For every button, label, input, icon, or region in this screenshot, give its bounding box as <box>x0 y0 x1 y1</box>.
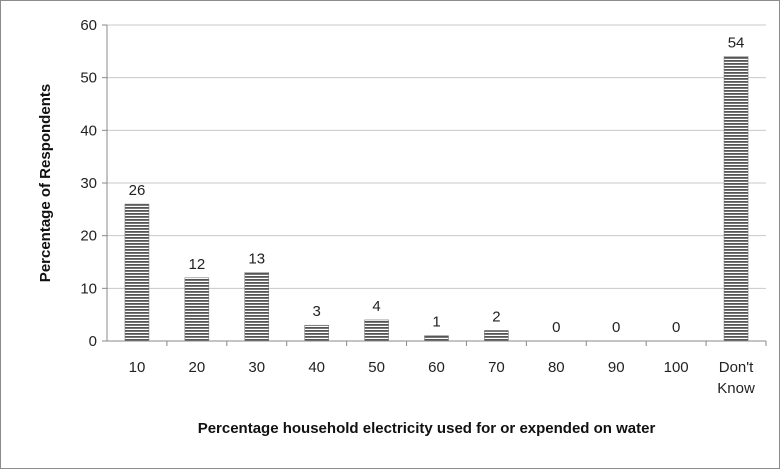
data-label: 2 <box>492 308 500 325</box>
y-tick-label: 20 <box>80 228 97 245</box>
x-tick-label: 50 <box>368 359 385 376</box>
y-axis-title: Percentage of Respondents <box>37 84 54 282</box>
bar <box>424 335 449 342</box>
y-tick-label: 40 <box>80 122 97 139</box>
data-label: 0 <box>672 319 680 336</box>
x-tick-label: Don't Know <box>717 359 755 397</box>
data-label: 1 <box>432 314 440 331</box>
x-axis-title: Percentage household electricity used fo… <box>198 420 656 437</box>
bar <box>244 272 270 342</box>
data-label: 26 <box>129 182 146 199</box>
y-tick-label: 10 <box>80 280 97 297</box>
x-tick-label: 100 <box>664 359 689 376</box>
bar <box>484 330 509 342</box>
bar <box>364 319 389 342</box>
x-tick-label: 70 <box>488 359 505 376</box>
bar <box>304 324 329 342</box>
data-label: 12 <box>189 256 206 273</box>
data-label: 4 <box>372 298 380 315</box>
x-tick-label: 80 <box>548 359 565 376</box>
bar <box>723 56 749 342</box>
x-tick-label: 30 <box>248 359 265 376</box>
data-label: 13 <box>248 251 265 268</box>
x-tick-label: 40 <box>308 359 325 376</box>
y-tick-label: 30 <box>80 175 97 192</box>
x-tick-label: 90 <box>608 359 625 376</box>
x-axis-ticks: 10 20 30 40 50 60 70 80 90 100 Don't Know <box>129 341 767 397</box>
x-tick-label: 60 <box>428 359 445 376</box>
bar <box>184 277 210 342</box>
data-label: 54 <box>728 35 745 52</box>
y-tick-label: 60 <box>80 17 97 34</box>
y-axis-ticks: 0 10 20 30 40 50 60 <box>80 17 107 350</box>
y-tick-label: 50 <box>80 70 97 87</box>
data-label: 3 <box>313 303 321 320</box>
data-label: 0 <box>552 319 560 336</box>
data-label: 0 <box>612 319 620 336</box>
x-tick-label: 10 <box>129 359 146 376</box>
bar <box>124 203 150 342</box>
y-tick-label: 0 <box>89 333 97 350</box>
bars <box>124 56 749 342</box>
x-tick-label: 20 <box>189 359 206 376</box>
gridlines <box>107 24 766 289</box>
